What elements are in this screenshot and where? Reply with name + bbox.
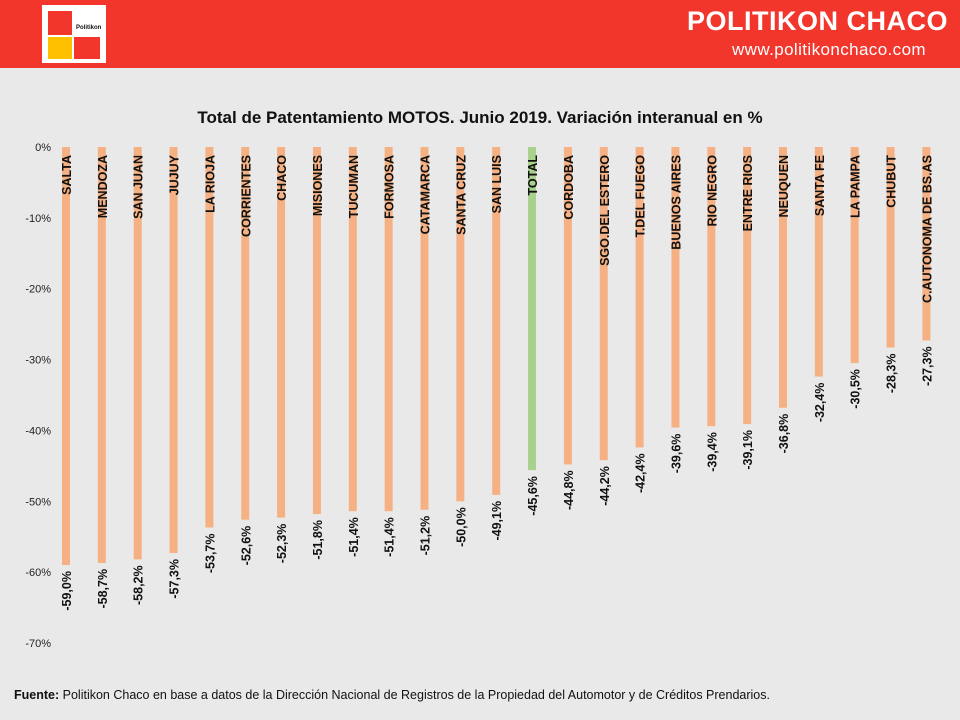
bar — [492, 147, 501, 495]
chart-title: Total de Patentamiento MOTOS. Junio 2019… — [197, 108, 763, 127]
category-label: BUENOS AIRES — [669, 155, 683, 250]
bar — [563, 147, 572, 465]
category-label: SAN LUIS — [490, 155, 504, 213]
category-label: CHUBUT — [885, 155, 899, 208]
category-label: SAN JUAN — [132, 155, 146, 219]
logo-red-square — [48, 11, 72, 35]
data-label: -51,8% — [311, 520, 325, 560]
y-tick-label: -30% — [25, 355, 51, 367]
bar — [886, 147, 895, 348]
y-tick-label: -40% — [25, 425, 51, 437]
bar — [384, 147, 393, 512]
bar — [707, 147, 716, 427]
data-label: -51,4% — [347, 517, 361, 557]
bar — [779, 147, 787, 408]
data-label: -50,0% — [454, 507, 468, 547]
bar — [635, 147, 644, 448]
bar — [133, 147, 142, 560]
footer-label: Fuente: — [14, 688, 60, 702]
data-label: -51,4% — [383, 517, 397, 557]
header-bar: Politikon POLITIKON CHACO www.politikonc… — [0, 0, 960, 68]
bar-chart: 0% -10% -20% -30% -40% -50% -60% -70% SALTA -59,0… — [25, 142, 934, 650]
category-label: MENDOZA — [96, 155, 110, 218]
data-label: -27,3% — [920, 346, 934, 386]
data-label: -42,4% — [634, 453, 648, 493]
data-label: -44,8% — [562, 470, 576, 510]
data-label: -44,2% — [598, 466, 612, 506]
data-label: -53,7% — [203, 534, 217, 574]
brand-name: POLITIKON CHACO — [687, 6, 948, 36]
category-label: CORRIENTES — [239, 155, 253, 237]
bar — [312, 147, 321, 515]
y-tick-label: -70% — [25, 638, 51, 650]
category-label: CORDOBA — [562, 155, 576, 220]
data-label: -30,5% — [849, 369, 863, 409]
category-label: SANTA FE — [813, 155, 827, 216]
category-label: ENTRE RIOS — [741, 155, 755, 231]
category-label: C.AUTONOMA DE BS.AS — [920, 155, 934, 303]
category-label: TUCUMAN — [347, 155, 361, 218]
logo-red-square-2 — [74, 37, 100, 59]
footer-text: Politikon Chaco en base a datos de la Di… — [62, 688, 770, 702]
category-label: LA RIOJA — [203, 155, 217, 213]
category-label: CHACO — [275, 155, 289, 201]
data-label: -28,3% — [885, 354, 899, 394]
category-label: MISIONES — [311, 155, 325, 216]
bar — [671, 147, 680, 428]
bar — [205, 147, 214, 528]
data-label: -51,2% — [419, 516, 433, 556]
data-label: -57,3% — [168, 559, 182, 599]
bar — [456, 147, 465, 502]
logo: Politikon — [42, 5, 106, 63]
data-label: -58,7% — [96, 569, 110, 609]
bar — [348, 147, 357, 512]
category-label: RIO NEGRO — [705, 155, 719, 227]
data-label: -52,6% — [239, 526, 253, 566]
y-tick-label: -10% — [25, 213, 51, 225]
bar — [599, 147, 608, 461]
data-label: -52,3% — [275, 524, 289, 564]
bar — [528, 147, 537, 471]
data-label: -32,4% — [813, 383, 827, 423]
bar — [922, 147, 931, 341]
category-label: LA PAMPA — [849, 155, 863, 218]
category-label: NEUQUEN — [777, 155, 791, 218]
bar — [743, 147, 752, 425]
data-label: -36,8% — [777, 414, 791, 454]
bar — [169, 147, 178, 554]
bar — [277, 147, 286, 518]
category-label: SANTA CRUZ — [454, 155, 468, 235]
category-label: CATAMARCA — [419, 155, 433, 234]
data-label: -59,0% — [60, 571, 74, 611]
bar — [62, 147, 70, 566]
y-tick-label: 0% — [35, 142, 51, 154]
bar — [241, 147, 250, 520]
category-label: TOTAL — [526, 155, 540, 196]
data-label: -39,4% — [705, 432, 719, 472]
category-label: FORMOSA — [383, 155, 397, 219]
category-label: T.DEL FUEGO — [634, 155, 648, 238]
bar — [814, 147, 823, 377]
y-tick-label: -20% — [25, 284, 51, 296]
bar — [850, 147, 859, 364]
category-label: JUJUY — [168, 154, 182, 195]
logo-yellow-square — [48, 37, 72, 59]
brand-url: www.politikonchaco.com — [732, 40, 926, 59]
data-label: -39,1% — [741, 430, 755, 470]
data-label: -58,2% — [132, 565, 146, 605]
category-label: SALTA — [60, 155, 74, 195]
y-tick-label: -50% — [25, 496, 51, 508]
category-label: SGO.DEL ESTERO — [598, 155, 612, 266]
footer-source: Fuente: Politikon Chaco en base a datos … — [14, 688, 770, 702]
logo-text: Politikon — [76, 25, 102, 31]
bar — [420, 147, 429, 510]
data-label: -49,1% — [490, 501, 504, 541]
data-label: -39,6% — [669, 434, 683, 474]
bar — [97, 147, 106, 563]
data-label: -45,6% — [526, 476, 540, 516]
y-tick-label: -60% — [25, 567, 51, 579]
